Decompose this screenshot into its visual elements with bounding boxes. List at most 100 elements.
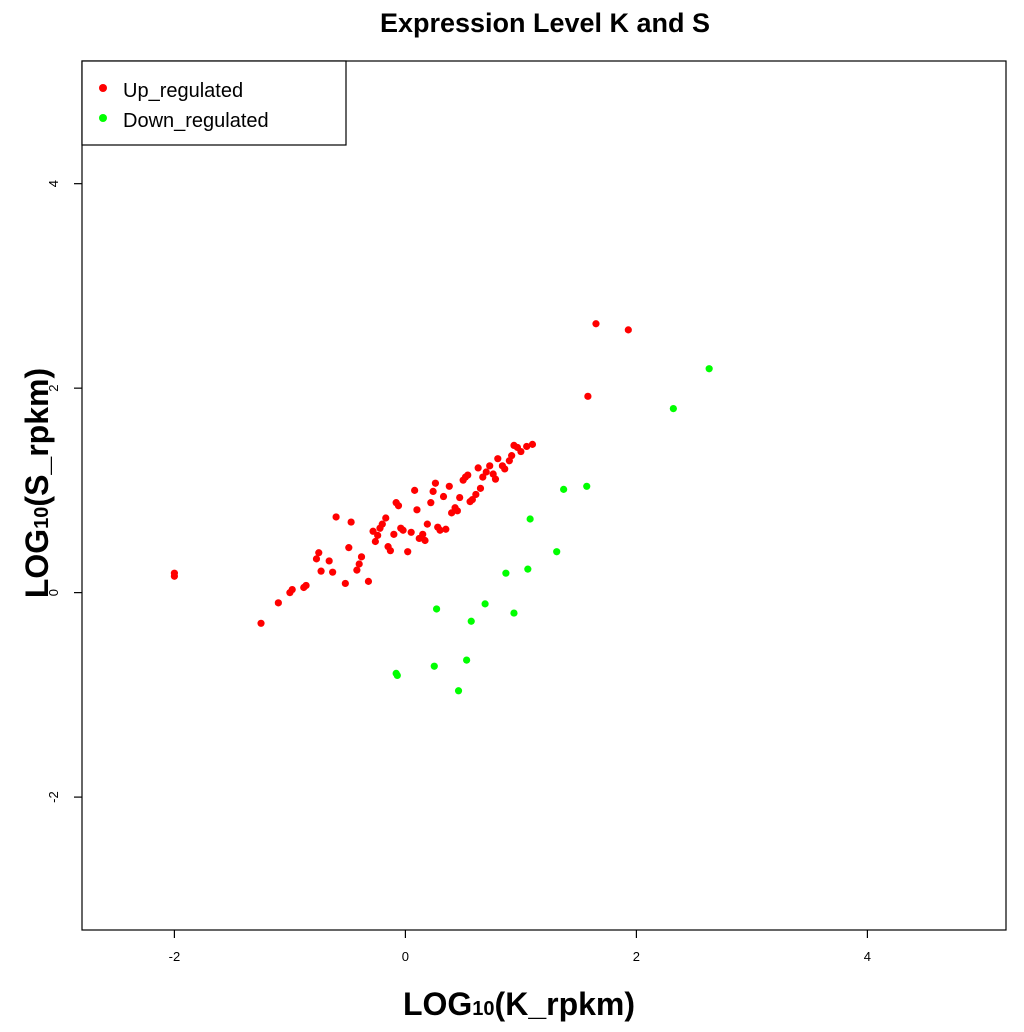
up-regulated-point [170, 569, 178, 577]
up-regulated-point [355, 560, 363, 568]
x-axis-title: LOG10(K_rpkm) [403, 986, 635, 1022]
up-regulated-point [479, 473, 487, 481]
up-regulated-point [411, 486, 419, 494]
up-regulated-point [374, 531, 382, 539]
up-regulated-point [382, 514, 390, 522]
up-regulated-point [274, 599, 282, 607]
up-regulated-point [474, 464, 482, 472]
up-regulated-point [494, 455, 502, 463]
up-regulated-point [427, 499, 435, 507]
x-tick-label: 4 [864, 949, 871, 964]
up-regulated-point [468, 495, 476, 504]
up-regulated-point [501, 465, 509, 473]
legend: Up_regulated Down_regulated [81, 60, 347, 146]
y-tick-label: 2 [46, 385, 61, 392]
up-regulated-point [442, 525, 450, 533]
legend-marker-up [99, 84, 107, 92]
up-regulated-point [517, 447, 525, 456]
up-regulated-point [353, 566, 361, 574]
y-axis-title-prefix: LOG [19, 529, 55, 598]
data-points [170, 320, 713, 695]
y-axis-title-suffix: (S_rpkm) [19, 368, 55, 507]
down-regulated-point [560, 485, 568, 493]
up-regulated-point [371, 537, 379, 546]
up-regulated-point [508, 452, 516, 460]
y-tick-label: 0 [46, 589, 61, 596]
up-regulated-point [439, 492, 448, 501]
x-axis-ticks: -2 0 2 4 [169, 930, 871, 964]
up-regulated-point [399, 526, 407, 534]
up-regulated-point [315, 549, 323, 557]
up-regulated-point [429, 487, 437, 496]
up-regulated-point [472, 490, 480, 499]
up-regulated-point [584, 392, 592, 400]
down-regulated-point [526, 515, 534, 523]
up-regulated-point [288, 585, 296, 594]
up-regulated-point [482, 468, 490, 476]
up-regulated-point [436, 526, 444, 534]
down-regulated-point [705, 365, 713, 373]
up-regulated-point [317, 567, 325, 575]
up-regulated-point [404, 548, 412, 556]
up-regulated-point [491, 475, 500, 483]
up-regulated-point [486, 462, 494, 470]
y-axis-title: LOG10(S_rpkm) [19, 368, 55, 598]
up-regulated-point [448, 509, 456, 517]
up-regulated-point [592, 320, 600, 328]
up-regulated-point [453, 507, 461, 515]
up-regulated-point [394, 502, 403, 510]
up-regulated-point [332, 513, 340, 521]
down-regulated-point [430, 662, 438, 670]
up-regulated-point [421, 536, 429, 545]
up-regulated-point [523, 442, 531, 451]
x-tick-label: 2 [633, 949, 640, 964]
legend-label-up: Up_regulated [123, 80, 243, 102]
chart-title: Expression Level K and S [379, 8, 711, 38]
down-regulated-point [669, 405, 677, 413]
up-regulated-point [445, 482, 453, 490]
up-regulated-point [476, 484, 485, 492]
up-regulated-point [413, 506, 421, 514]
up-regulated-point [390, 530, 398, 538]
up-regulated-point [357, 553, 366, 561]
up-regulated-point [329, 568, 337, 576]
up-regulated-point [419, 530, 427, 538]
down-regulated-point [583, 482, 591, 490]
up-regulated-point [528, 440, 537, 448]
x-axis-title-prefix: LOG [403, 986, 472, 1022]
up-regulated-point [257, 619, 265, 627]
down-regulated-point [510, 609, 518, 617]
down-regulated-point [553, 548, 561, 556]
up-regulated-point [423, 520, 431, 528]
x-axis-title-suffix: (K_rpkm) [495, 986, 635, 1022]
down-regulated-point [481, 600, 489, 608]
up-regulated-point [312, 555, 321, 563]
up-regulated-point [369, 527, 377, 535]
legend-label-down: Down_regulated [123, 110, 269, 132]
up-regulated-point [347, 518, 355, 526]
down-regulated-point [463, 656, 471, 664]
down-regulated-point [454, 687, 463, 695]
up-regulated-point [624, 326, 632, 334]
up-regulated-point [302, 581, 310, 590]
up-regulated-point [345, 544, 353, 552]
up-regulated-point [464, 471, 472, 479]
up-regulated-point [386, 547, 394, 555]
down-regulated-point [393, 671, 401, 680]
y-tick-label: 4 [46, 180, 61, 187]
up-regulated-point [325, 557, 333, 565]
up-regulated-point [364, 577, 373, 585]
x-tick-label: -2 [169, 949, 181, 964]
down-regulated-point [467, 617, 475, 625]
y-axis-ticks: -2 0 2 4 [46, 180, 82, 803]
up-regulated-point [378, 520, 386, 528]
up-regulated-point [341, 579, 349, 588]
plot-frame [81, 60, 1007, 931]
x-axis-title-subscript: 10 [472, 998, 494, 1020]
y-tick-label: -2 [46, 791, 61, 803]
y-axis-title-subscript: 10 [31, 507, 53, 529]
down-regulated-point [502, 569, 510, 577]
up-regulated-point [431, 479, 440, 487]
legend-box [81, 60, 347, 146]
